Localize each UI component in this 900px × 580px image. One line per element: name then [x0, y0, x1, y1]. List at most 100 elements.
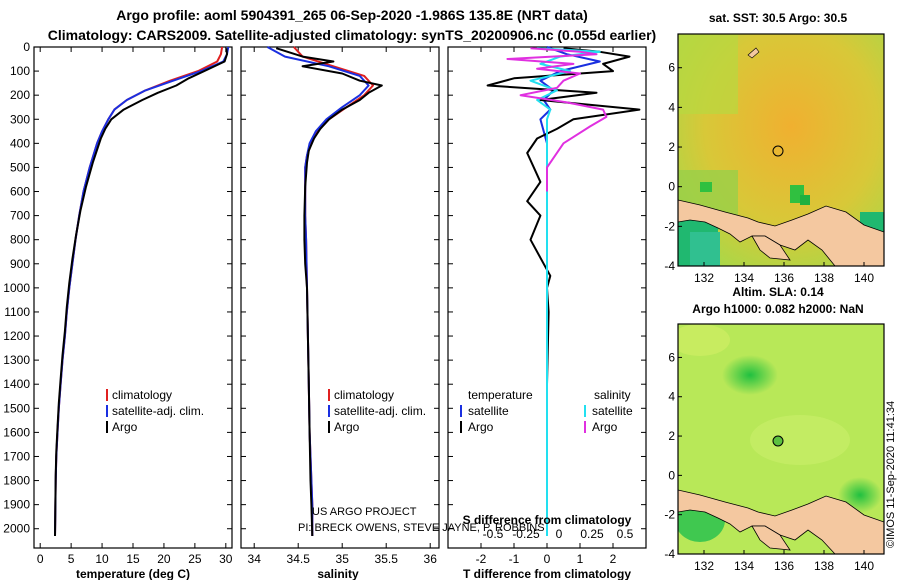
map-x-tick-label: 132: [694, 559, 714, 573]
x-tick-label: 35: [336, 552, 350, 566]
map-y-tick-label: 2: [668, 140, 675, 154]
map-x-tick-label: 132: [694, 271, 714, 285]
depth-tick-label: 600: [10, 185, 30, 199]
depth-tick-label: 1200: [3, 329, 30, 343]
difference-panel: -2 -1 0 1 2 T difference from climatology S …: [447, 46, 647, 580]
depth-tick-label: 400: [10, 136, 30, 150]
depth-tick-label: 1300: [3, 353, 30, 367]
depth-tick-label: 500: [10, 160, 30, 174]
map-x-tick-label: 134: [734, 559, 754, 573]
difference-xlabel: T difference from climatology: [463, 567, 631, 580]
imos-stamp: ©IMOS 11-Sep-2020 11:41:34: [885, 401, 897, 548]
map-x-tick-label: 138: [814, 271, 834, 285]
depth-tick-label: 1000: [3, 281, 30, 295]
series-temperature-argo: [486, 47, 641, 536]
map-y-tick-label: 6: [668, 61, 675, 75]
legend-argo: Argo: [112, 420, 138, 434]
title-line-2: Climatology: CARS2009. Satellite-adjuste…: [48, 27, 656, 43]
sla-map-title-1: Altim. SLA: 0.14: [732, 285, 824, 299]
sst-map-field: [678, 34, 884, 266]
s-diff-tick-label: 0.5: [617, 527, 634, 541]
salinity-series: [266, 46, 383, 537]
sla-map-ticks: 132 134 136 138 140 6 4 2 0 -2 -4: [664, 350, 874, 573]
s-diff-tick-label: -0.5: [483, 527, 504, 541]
temperature-legend: climatology satellite-adj. clim. Argo: [106, 388, 204, 434]
depth-tick-label: 1900: [3, 498, 30, 512]
salinity-ticks: 34 34.5 35 35.5 36: [241, 46, 439, 566]
temperature-ticks: 0 5 10 15 20 25 30: [34, 46, 233, 566]
x-tick-label: 10: [95, 552, 109, 566]
map-y-tick-label: 0: [668, 180, 675, 194]
x-tick-label: 35.5: [375, 552, 399, 566]
x-tick-label: 34.5: [287, 552, 311, 566]
series-satellite-adj-clim-: [266, 46, 370, 536]
map-y-tick-label: 4: [668, 100, 675, 114]
difference-series: [486, 46, 641, 536]
difference-ticks: -2 -1 0 1 2: [448, 46, 646, 566]
temperature-panel-frame: [33, 46, 233, 549]
legend-climatology: climatology: [112, 388, 172, 402]
sst-map-title: sat. SST: 30.5 Argo: 30.5: [709, 11, 848, 25]
sla-map: Altim. SLA: 0.14 Argo h1000: 0.082 h2000…: [664, 285, 885, 573]
s-diff-tick-label: -0.25: [512, 527, 540, 541]
x-tick-label: 15: [126, 552, 140, 566]
x-tick-label: 30: [219, 552, 233, 566]
map-y-tick-label: 6: [668, 350, 675, 364]
legend-temp-satellite: satellite: [468, 404, 509, 418]
series-satellite-adj-clim-: [54, 46, 230, 537]
salinity-diff-ticks: -0.5 -0.25 0 0.25 0.5: [483, 527, 634, 541]
legend-temperature-heading: temperature: [468, 388, 533, 402]
series-argo: [275, 47, 383, 537]
x-tick-label: 25: [188, 552, 202, 566]
salinity-panel: 34 34.5 35 35.5 36 salinity climatology sate…: [240, 46, 545, 580]
sst-argo-location: [772, 145, 784, 157]
series-salinity-argo: [506, 47, 608, 192]
legend-sal-satellite: satellite: [592, 404, 633, 418]
x-tick-label: 36: [424, 552, 438, 566]
map-x-tick-label: 138: [814, 559, 834, 573]
sla-argo-location: [772, 435, 784, 447]
salinity-xlabel: salinity: [317, 567, 359, 580]
sla-map-title-2: Argo h1000: 0.082 h2000: NaN: [692, 302, 863, 316]
legend-satellite-adj: satellite-adj. clim.: [334, 404, 426, 418]
depth-tick-label: 700: [10, 209, 30, 223]
legend-salinity-heading: salinity: [594, 388, 631, 402]
temperature-xlabel: temperature (deg C): [76, 567, 190, 580]
depth-tick-label: 900: [10, 257, 30, 271]
map-x-tick-label: 134: [734, 271, 754, 285]
depth-tick-label: 1500: [3, 401, 30, 415]
depth-tick-label: 0: [23, 40, 30, 54]
credit-pi: PI: BRECK OWENS, STEVE JAYNE, P. ROBBINS: [298, 522, 545, 534]
x-tick-label: 0: [544, 552, 551, 566]
depth-tick-label: 1100: [4, 305, 30, 319]
x-tick-label: 5: [68, 552, 75, 566]
depth-tick-label: 2000: [3, 522, 30, 536]
x-tick-label: 34: [248, 552, 262, 566]
legend-sal-argo: Argo: [592, 420, 618, 434]
salinity-legend: climatology satellite-adj. clim. Argo: [328, 388, 426, 434]
map-x-tick-label: 140: [854, 559, 874, 573]
map-x-tick-label: 136: [774, 559, 794, 573]
depth-tick-label: 1400: [3, 377, 30, 391]
legend-temp-argo: Argo: [468, 420, 494, 434]
map-x-tick-label: 136: [774, 271, 794, 285]
x-tick-label: -1: [509, 552, 520, 566]
depth-axis-labels: 0 100 200 300 400 500 600 700 800 900 1000 1100 1200…: [3, 40, 30, 536]
map-y-tick-label: 4: [668, 390, 675, 404]
salinity-panel-frame: [240, 46, 440, 549]
x-tick-label: 1: [577, 552, 584, 566]
depth-tick-label: 1600: [3, 425, 30, 439]
map-y-tick-label: -4: [664, 259, 675, 273]
legend-argo: Argo: [334, 420, 360, 434]
temperature-panel: 0 5 10 15 20 25 30 temperature (deg C) climato…: [33, 46, 233, 580]
credit-us-argo: US ARGO PROJECT: [312, 506, 417, 518]
sla-map-field: [678, 324, 884, 554]
s-diff-tick-label: 0.25: [580, 527, 604, 541]
series-climatology: [54, 46, 224, 537]
depth-tick-label: 300: [10, 112, 30, 126]
sst-map-ticks: 132 134 136 138 140 6 4 2 0 -2 -4: [664, 61, 874, 285]
difference-xlabel-top: S difference from climatology: [463, 513, 632, 527]
x-tick-label: 20: [157, 552, 171, 566]
depth-tick-label: 1700: [3, 449, 30, 463]
